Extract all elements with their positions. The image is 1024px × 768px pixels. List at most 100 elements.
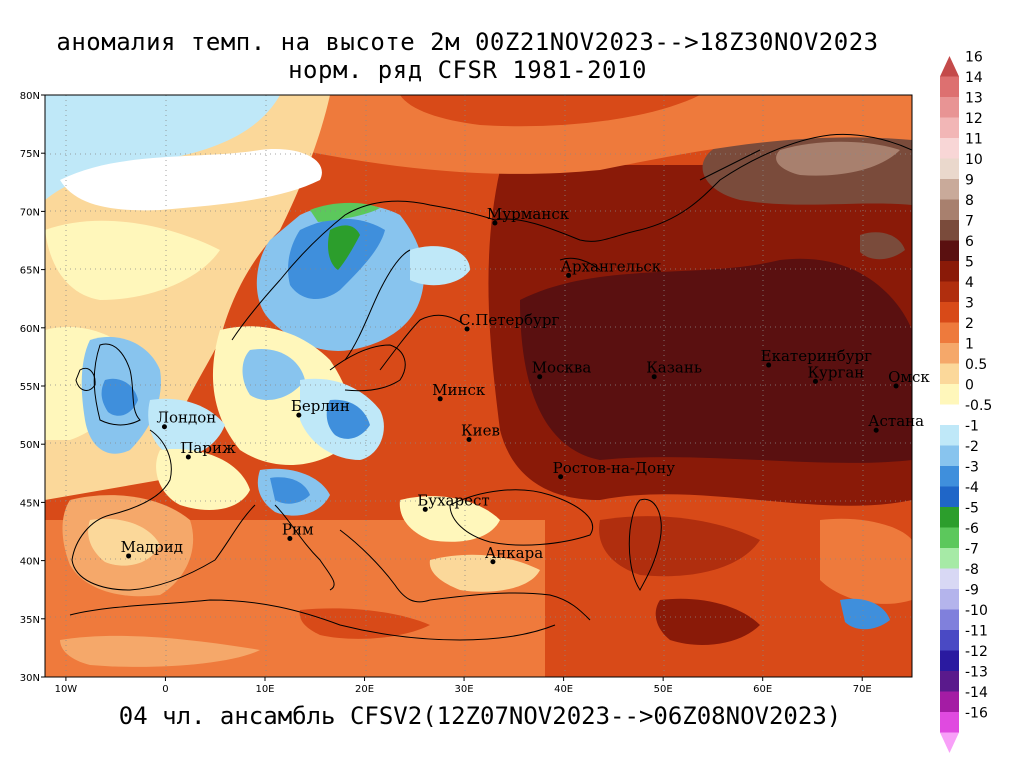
colorbar-swatch xyxy=(940,363,959,384)
latitude-label: 60N xyxy=(20,324,40,335)
city-dot xyxy=(126,553,132,559)
longitude-label: 50E xyxy=(654,684,673,695)
colorbar-label: -8 xyxy=(965,562,979,578)
colorbar-swatch xyxy=(940,650,959,671)
longitude-label: 0 xyxy=(162,684,168,695)
city-label: Мурманск xyxy=(487,205,570,223)
colorbar-label: -12 xyxy=(965,644,988,660)
colorbar-label: 4 xyxy=(965,275,974,291)
colorbar-swatch xyxy=(940,507,959,528)
colorbar-swatch xyxy=(940,240,959,261)
colorbar-label: 3 xyxy=(965,295,974,311)
longitude-label: 10E xyxy=(255,684,274,695)
colorbar-label: -3 xyxy=(965,459,979,475)
colorbar-swatch xyxy=(940,117,959,138)
city-dot xyxy=(466,437,472,443)
colorbar-swatch xyxy=(940,486,959,507)
city-label: Астана xyxy=(868,412,924,430)
coastlines xyxy=(69,133,912,641)
colorbar-swatch xyxy=(940,220,959,241)
colorbar-label: 7 xyxy=(965,213,974,229)
colorbar-label: -5 xyxy=(965,500,979,516)
longitude-label: 40E xyxy=(554,684,573,695)
colorbar-swatch xyxy=(940,322,959,343)
city-dot xyxy=(287,535,293,541)
colorbar-label: 8 xyxy=(965,193,974,209)
colorbar-label: 11 xyxy=(965,131,983,147)
title-line-2: норм. ряд CFSR 1981-2010 xyxy=(288,56,647,84)
colorbar-label: 0 xyxy=(965,377,974,393)
longitude-label: 30E xyxy=(455,684,474,695)
city-dot xyxy=(766,362,772,368)
city-dot xyxy=(161,424,167,430)
city-label: Курган xyxy=(807,363,864,381)
latitude-label: 30N xyxy=(20,673,40,684)
colorbar-swatch xyxy=(940,425,959,446)
colorbar-swatch xyxy=(940,548,959,569)
colorbar-swatch xyxy=(940,158,959,179)
city-label: Лондон xyxy=(156,409,216,427)
colorbar-label: 0.5 xyxy=(965,357,987,373)
colorbar-swatch xyxy=(940,404,959,425)
colorbar-swatch xyxy=(940,691,959,712)
city-label: Екатеринбург xyxy=(761,347,872,365)
city-label: Минск xyxy=(432,381,486,399)
city-dot xyxy=(296,412,302,418)
colorbar-label: 1 xyxy=(965,336,974,352)
latitude-label: 65N xyxy=(20,266,40,277)
colorbar-swatch xyxy=(940,179,959,200)
colorbar-label: 6 xyxy=(965,234,974,250)
city-label: Москва xyxy=(532,359,592,377)
colorbar-swatch xyxy=(940,630,959,651)
colorbar-swatch xyxy=(940,343,959,364)
city-dot xyxy=(185,454,191,460)
colorbar-swatch xyxy=(940,261,959,282)
colorbar-label: -13 xyxy=(965,664,988,680)
city-dot xyxy=(651,374,657,380)
colorbar-label: -10 xyxy=(965,603,988,619)
latitude-label: 75N xyxy=(20,149,40,160)
colorbar-label: 13 xyxy=(965,90,983,106)
colorbar-swatch xyxy=(940,609,959,630)
latitude-label: 40N xyxy=(20,557,40,568)
city-dot xyxy=(464,326,470,332)
city-label: Архангельск xyxy=(561,257,662,275)
colorbar-label: 12 xyxy=(965,111,983,127)
city-dot xyxy=(492,220,498,226)
longitude-label: 60E xyxy=(753,684,772,695)
city-label: Париж xyxy=(180,439,236,457)
colorbar-swatch xyxy=(940,568,959,589)
city-dot xyxy=(537,374,543,380)
colorbar-label: 16 xyxy=(965,49,983,65)
city-label: Анкара xyxy=(485,544,543,562)
colorbar-label: 9 xyxy=(965,172,974,188)
longitude-label: 70E xyxy=(853,684,872,695)
colorbar-label: -2 xyxy=(965,439,979,455)
latitude-label: 45N xyxy=(20,498,40,509)
latitude-label: 35N xyxy=(20,615,40,626)
city-label: Ростов-на-Дону xyxy=(553,459,676,477)
colorbar-label: -9 xyxy=(965,582,979,598)
colorbar-label: -7 xyxy=(965,541,979,557)
colorbar-swatch xyxy=(940,671,959,692)
colorbar-swatch xyxy=(940,138,959,159)
city-label: Мадрид xyxy=(121,538,183,556)
latitude-label: 70N xyxy=(20,207,40,218)
city-markers: Мурманск Архангельск С.Петербург Москва Каза… xyxy=(121,205,930,565)
city-label: Омск xyxy=(888,368,930,386)
colorbar-swatch xyxy=(940,384,959,405)
city-label: С.Петербург xyxy=(459,311,559,329)
colorbar-swatch xyxy=(940,712,959,733)
longitude-labels: 10W 0 10E 20E 30E 40E 50E 60E 70E xyxy=(55,677,872,695)
colorbar-label: -4 xyxy=(965,480,979,496)
city-dot xyxy=(422,506,428,512)
title-line-1: аномалия темп. на высоте 2м 00Z21NOV2023… xyxy=(56,28,879,56)
latitude-labels: 80N 75N 70N 65N 60N 55N 50N 45N 40N 35N 30N xyxy=(20,91,45,684)
longitude-label: 20E xyxy=(355,684,374,695)
colorbar-swatch xyxy=(940,302,959,323)
city-dot xyxy=(873,427,879,433)
colorbar-swatch xyxy=(940,732,959,753)
longitude-label: 10W xyxy=(55,684,78,695)
